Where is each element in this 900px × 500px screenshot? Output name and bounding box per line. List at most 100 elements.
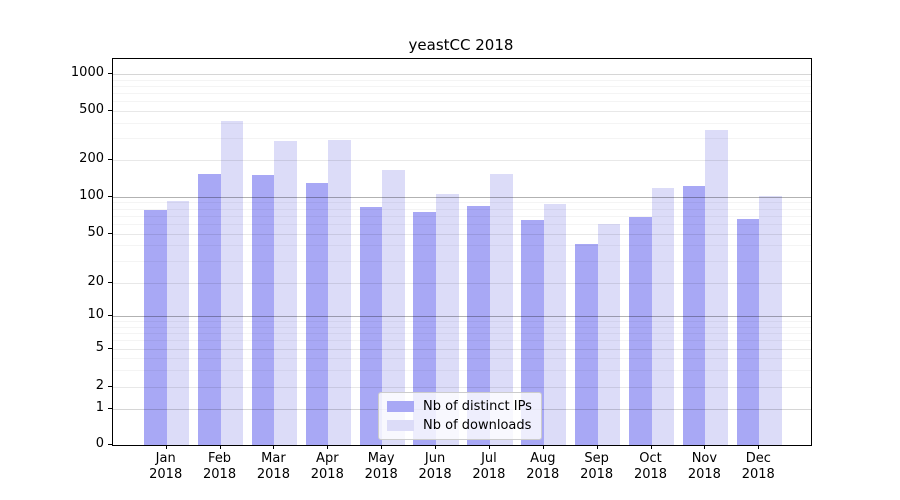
- gridline-600: [113, 101, 811, 103]
- y-tick-mark-200: [108, 159, 112, 161]
- x-tick-mark-dec: [758, 445, 760, 449]
- gridline-700: [113, 93, 811, 95]
- y-tick-mark-0: [108, 444, 112, 445]
- gridline-3: [113, 369, 811, 371]
- bar-sep-downloads: [597, 223, 621, 445]
- legend-item: Nb of distinct IPs: [379, 397, 541, 416]
- gridline-40: [113, 245, 811, 247]
- y-tick-mark-50: [108, 232, 112, 234]
- y-tick-label-100: 100: [79, 187, 104, 203]
- bar-jul-distinct-ips: [467, 206, 490, 445]
- x-tick-label-sep: Sep 2018: [580, 451, 614, 482]
- x-tick-label-may: May 2018: [364, 451, 398, 482]
- x-tick-mark-may: [381, 445, 383, 449]
- x-tick-label-dec: Dec 2018: [741, 451, 775, 482]
- gridline-1000: [113, 74, 811, 75]
- legend-item: Nb of downloads: [379, 416, 541, 435]
- y-tick-mark-20: [108, 281, 112, 283]
- gridline-2: [113, 386, 811, 388]
- x-tick-mark-oct: [650, 445, 652, 449]
- bar-jun-downloads: [436, 194, 459, 445]
- legend-swatch-distinct-ips: [387, 401, 414, 412]
- y-tick-mark-1000: [108, 73, 112, 74]
- y-tick-mark-10: [108, 315, 112, 317]
- x-tick-mark-nov: [704, 445, 706, 449]
- y-tick-mark-5: [108, 347, 112, 349]
- gridline-10: [113, 316, 811, 318]
- x-tick-mark-jul: [488, 445, 490, 449]
- x-tick-label-oct: Oct 2018: [633, 451, 668, 482]
- bar-jan-downloads: [166, 200, 190, 445]
- x-tick-mark-jan: [165, 445, 167, 449]
- y-tick-label-1: 1: [95, 400, 104, 416]
- y-tick-label-200: 200: [79, 151, 104, 167]
- gridline-90: [113, 202, 811, 204]
- gridline-200: [113, 160, 811, 162]
- gridline-5: [113, 348, 811, 350]
- bar-aug-downloads: [543, 204, 567, 445]
- chart-title: yeastCC 2018: [408, 36, 514, 54]
- legend-label-downloads: Nb of downloads: [423, 418, 532, 433]
- bar-feb-distinct-ips: [197, 173, 221, 445]
- gridline-50: [113, 233, 811, 235]
- x-tick-mark-jun: [435, 445, 437, 449]
- gridline-100: [113, 196, 811, 198]
- gridline-500: [113, 110, 811, 112]
- bars-layer: [113, 59, 811, 445]
- gridline-900: [113, 79, 811, 81]
- gridline-9: [113, 321, 811, 323]
- bar-mar-downloads: [274, 140, 298, 445]
- legend: Nb of distinct IPs Nb of downloads: [378, 392, 542, 440]
- x-tick-label-mar: Mar 2018: [256, 451, 290, 482]
- y-tick-label-2: 2: [95, 377, 104, 393]
- x-tick-label-aug: Aug 2018: [526, 451, 560, 482]
- y-tick-label-5: 5: [95, 339, 104, 355]
- bar-apr-distinct-ips: [305, 183, 329, 445]
- bar-feb-downloads: [220, 121, 244, 445]
- bar-jan-distinct-ips: [144, 209, 167, 445]
- x-tick-label-nov: Nov 2018: [687, 451, 721, 482]
- y-tick-label-10: 10: [87, 307, 104, 323]
- legend-label-distinct-ips: Nb of distinct IPs: [423, 399, 532, 414]
- plot-area: [112, 58, 812, 446]
- legend-swatch-downloads: [387, 420, 414, 431]
- x-tick-mark-apr: [327, 445, 329, 449]
- y-tick-mark-100: [108, 195, 112, 197]
- gridline-7: [113, 333, 811, 335]
- x-tick-mark-feb: [219, 445, 221, 449]
- bar-nov-distinct-ips: [682, 185, 706, 445]
- bar-aug-distinct-ips: [521, 220, 544, 445]
- x-tick-label-jun: Jun 2018: [418, 451, 452, 482]
- gridline-70: [113, 215, 811, 217]
- y-tick-mark-1: [108, 408, 112, 410]
- bar-mar-distinct-ips: [251, 174, 275, 445]
- x-tick-mark-aug: [542, 445, 544, 449]
- y-tick-label-50: 50: [87, 224, 104, 240]
- x-tick-label-feb: Feb 2018: [203, 451, 237, 482]
- bar-dec-distinct-ips: [736, 218, 760, 445]
- bar-oct-distinct-ips: [628, 217, 652, 445]
- gridline-300: [113, 138, 811, 140]
- bar-jul-downloads: [489, 174, 513, 445]
- y-tick-label-0: 0: [95, 436, 104, 451]
- gridline-30: [113, 260, 811, 262]
- x-tick-mark-mar: [273, 445, 275, 449]
- x-tick-label-jan: Jan 2018: [149, 451, 183, 482]
- bar-may-distinct-ips: [359, 206, 383, 445]
- bar-may-downloads: [382, 169, 405, 445]
- gridline-6: [113, 340, 811, 342]
- gridline-400: [113, 122, 811, 124]
- bar-jun-distinct-ips: [413, 212, 437, 445]
- gridline-60: [113, 223, 811, 225]
- grid-layer: [113, 59, 811, 445]
- x-tick-mark-sep: [596, 445, 598, 449]
- y-tick-label-1000: 1000: [70, 65, 104, 80]
- bar-oct-downloads: [651, 188, 675, 445]
- bar-sep-distinct-ips: [575, 244, 598, 445]
- gridline-8: [113, 326, 811, 328]
- y-tick-label-20: 20: [87, 273, 104, 289]
- gridline-20: [113, 282, 811, 284]
- x-tick-label-jul: Jul 2018: [472, 451, 506, 482]
- y-tick-mark-2: [108, 385, 112, 387]
